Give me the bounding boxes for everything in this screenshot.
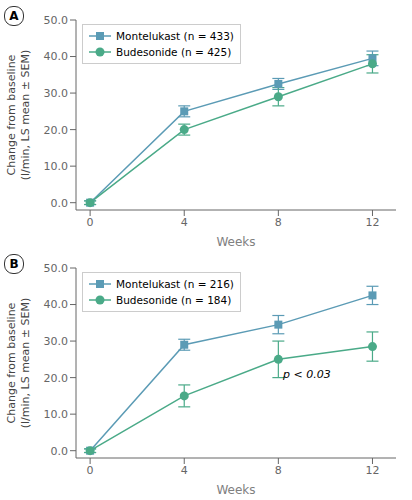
svg-text:10.0: 10.0 <box>44 408 69 421</box>
svg-text:0: 0 <box>87 464 94 477</box>
html-text:Change from baseline (l/min, L: Change from baseline (l/min, LS mean ± S… <box>5 297 32 429</box>
svg-text:4: 4 <box>181 464 188 477</box>
svg-text:20.0: 20.0 <box>44 124 69 137</box>
html-text:Budesonide (n = 425): Budesonide (n = 425) <box>116 46 232 58</box>
svg-text:Weeks: Weeks <box>216 235 255 246</box>
svg-text:12: 12 <box>365 464 379 477</box>
svg-text:10.0: 10.0 <box>44 160 69 173</box>
svg-text:Weeks: Weeks <box>216 483 255 494</box>
svg-text:40.0: 40.0 <box>44 298 69 311</box>
html-text:Montelukast (n = 216): Montelukast (n = 216) <box>116 278 234 290</box>
html-text:A: A <box>9 9 19 23</box>
svg-text:0.0: 0.0 <box>51 197 69 210</box>
svg-text:12: 12 <box>365 216 379 229</box>
html-text:Budesonide (n = 184): Budesonide (n = 184) <box>116 294 232 306</box>
svg-text:50.0: 50.0 <box>44 262 69 275</box>
svg-text:30.0: 30.0 <box>44 87 69 100</box>
html-text:Montelukast (n = 433): Montelukast (n = 433) <box>116 30 234 42</box>
svg-text:30.0: 30.0 <box>44 335 69 348</box>
svg-text:8: 8 <box>275 216 282 229</box>
html-text:Change from baseline (l/min, L: Change from baseline (l/min, LS mean ± S… <box>5 49 32 181</box>
svg-text:40.0: 40.0 <box>44 50 69 63</box>
svg-text:0.0: 0.0 <box>51 445 69 458</box>
svg-text:0: 0 <box>87 216 94 229</box>
html-text:B: B <box>9 257 19 271</box>
svg-text:4: 4 <box>181 216 188 229</box>
svg-text:50.0: 50.0 <box>44 14 69 27</box>
svg-text:8: 8 <box>275 464 282 477</box>
svg-text:20.0: 20.0 <box>44 372 69 385</box>
svg-text:p < 0.03: p < 0.03 <box>282 368 331 381</box>
